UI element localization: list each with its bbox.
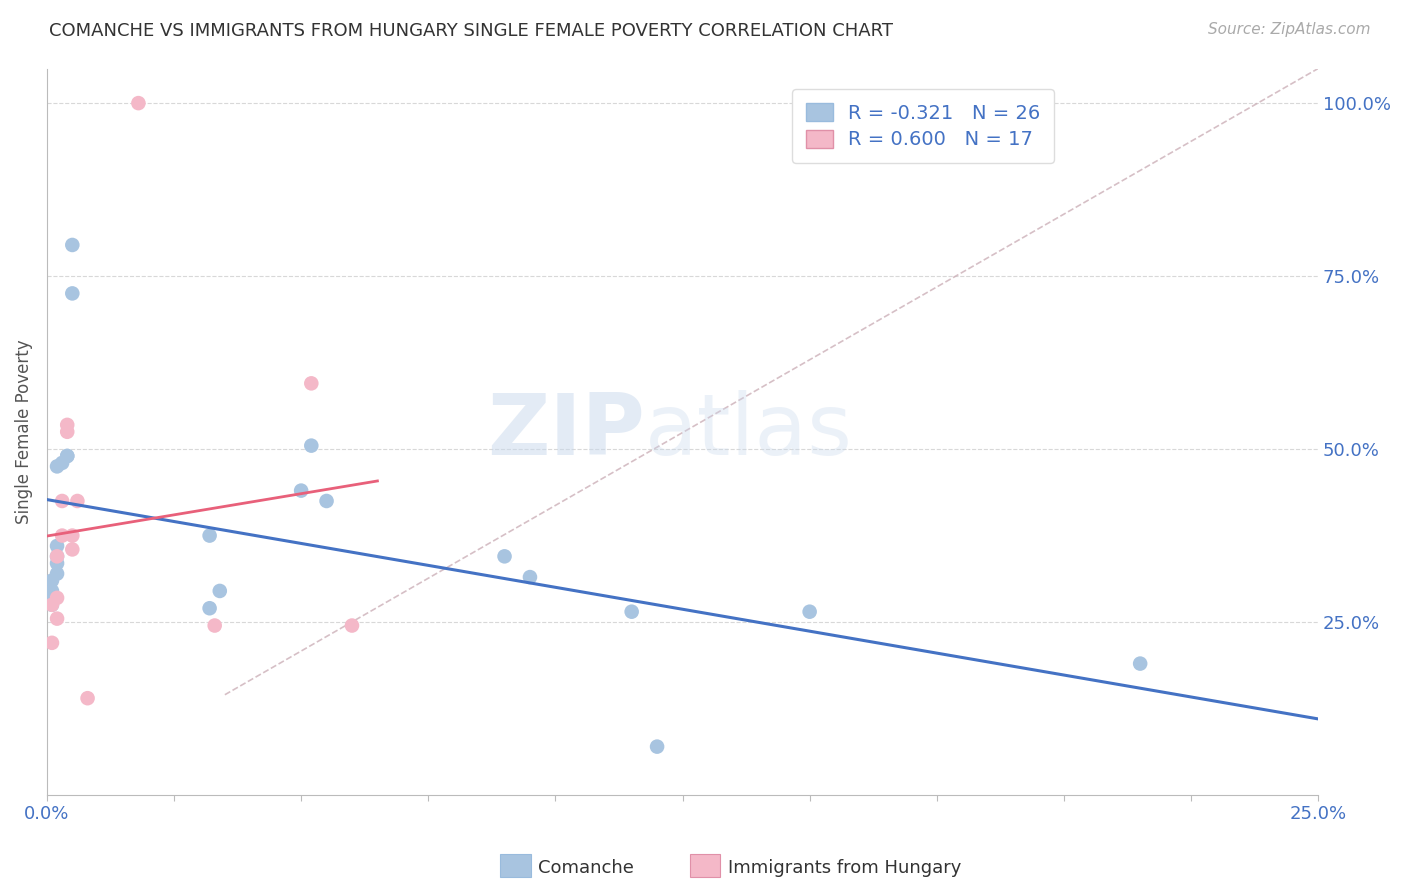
Point — [76, 691, 98, 706]
Point — [60, 286, 83, 301]
Point — [46, 591, 69, 605]
Point — [340, 618, 363, 632]
Point — [519, 570, 541, 584]
Point — [127, 96, 149, 111]
Point — [41, 574, 63, 588]
Point — [46, 549, 69, 564]
Text: ZIP: ZIP — [486, 391, 644, 474]
Text: Comanche: Comanche — [537, 859, 634, 877]
Point — [46, 566, 69, 581]
Point — [799, 605, 821, 619]
Text: atlas: atlas — [644, 391, 852, 474]
Text: Source: ZipAtlas.com: Source: ZipAtlas.com — [1208, 22, 1371, 37]
Point — [290, 483, 312, 498]
Point — [46, 549, 69, 564]
Point — [56, 425, 79, 439]
Point — [620, 605, 643, 619]
Point — [299, 376, 322, 391]
Point — [60, 528, 83, 542]
Point — [208, 583, 231, 598]
Legend: R = -0.321   N = 26, R = 0.600   N = 17: R = -0.321 N = 26, R = 0.600 N = 17 — [792, 89, 1054, 163]
Point — [494, 549, 516, 564]
Point — [46, 459, 69, 474]
Point — [46, 556, 69, 570]
Point — [41, 636, 63, 650]
Point — [41, 598, 63, 612]
Text: COMANCHE VS IMMIGRANTS FROM HUNGARY SINGLE FEMALE POVERTY CORRELATION CHART: COMANCHE VS IMMIGRANTS FROM HUNGARY SING… — [49, 22, 893, 40]
Y-axis label: Single Female Poverty: Single Female Poverty — [15, 340, 32, 524]
Point — [1129, 657, 1152, 671]
Point — [51, 456, 73, 470]
Point — [198, 601, 221, 615]
Point — [204, 618, 226, 632]
Point — [315, 494, 337, 508]
Point — [60, 238, 83, 252]
Point — [198, 528, 221, 542]
Point — [41, 583, 63, 598]
Point — [51, 494, 73, 508]
Point — [46, 539, 69, 553]
Point — [56, 449, 79, 463]
Point — [56, 417, 79, 432]
Point — [41, 598, 63, 612]
Point — [41, 591, 63, 605]
Point — [56, 449, 79, 463]
Point — [60, 542, 83, 557]
Point — [66, 494, 89, 508]
Point — [51, 528, 73, 542]
Point — [645, 739, 668, 754]
Point — [46, 612, 69, 626]
Text: Immigrants from Hungary: Immigrants from Hungary — [727, 859, 960, 877]
Point — [299, 439, 322, 453]
